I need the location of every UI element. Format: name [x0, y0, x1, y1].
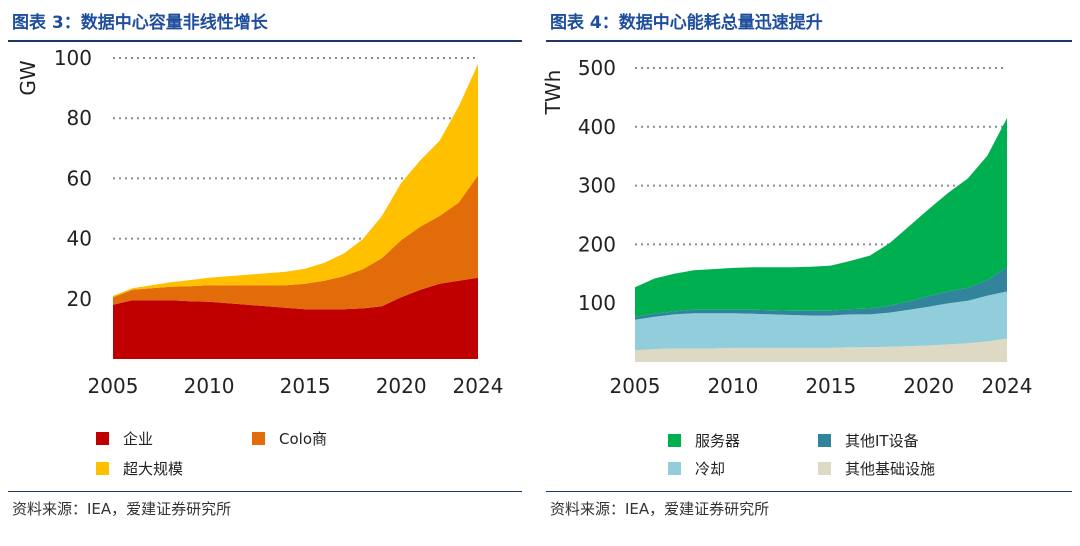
source-note: 资料来源：IEA，爱建证券研究所 [12, 500, 232, 518]
x-tick-label: 2024 [982, 374, 1033, 398]
y-tick-label: 40 [67, 227, 92, 251]
energy-area-chart: 100 200 300 400 500 2005 2010 2015 2020 2024 TWh [541, 56, 1033, 398]
area-series [113, 175, 478, 310]
legend-item-other-infra: 其他基础设施 [818, 458, 935, 479]
legend-swatch [252, 432, 265, 445]
x-tick-label: 2005 [88, 374, 139, 398]
x-tick-label: 2010 [184, 374, 235, 398]
x-tick-label: 2024 [453, 374, 504, 398]
source-rule [546, 491, 1072, 492]
legend-swatch [96, 462, 109, 475]
x-tick-label: 2020 [376, 374, 427, 398]
legend-label: 其他IT设备 [845, 432, 919, 450]
legend-label: 企业 [123, 430, 154, 448]
y-tick-label: 100 [578, 291, 616, 315]
title-rule [546, 40, 1072, 42]
title-rule [8, 40, 522, 42]
legend-item-cooling: 冷却 [668, 458, 725, 479]
legend-swatch [668, 462, 681, 475]
x-tick-label: 2005 [610, 374, 661, 398]
legend-swatch [818, 462, 831, 475]
y-axis-label: TWh [541, 70, 565, 116]
source-note: 资料来源：IEA，爱建证券研究所 [550, 500, 770, 518]
legend-swatch [668, 434, 681, 447]
x-tick-label: 2015 [805, 374, 856, 398]
source-rule [8, 491, 522, 492]
legend-item-servers: 服务器 [668, 430, 740, 451]
y-tick-label: 100 [54, 46, 92, 70]
legend-item-enterprise: 企业 [96, 428, 153, 449]
chart-panel-energy: 图表 4：数据中心能耗总量迅速提升 100 200 300 400 500 2005 201… [538, 0, 1080, 546]
area-series [635, 291, 1007, 351]
legend-swatch [818, 434, 831, 447]
area-series [113, 277, 478, 359]
legend-label: 其他基础设施 [845, 460, 936, 478]
y-tick-label: 60 [67, 166, 92, 190]
area-series [635, 338, 1007, 362]
area-series [113, 64, 478, 298]
area-series [635, 266, 1007, 320]
y-tick-label: 20 [67, 287, 92, 311]
chart-panel-capacity: 图表 3：数据中心容量非线性增长 20 40 60 80 100 2005 2010 2015… [0, 0, 530, 546]
x-tick-label: 2015 [280, 374, 331, 398]
legend-label: 服务器 [695, 432, 741, 450]
legend-item-other-it: 其他IT设备 [818, 430, 919, 451]
legend-label: 超大规模 [123, 460, 184, 478]
y-tick-label: 200 [578, 232, 616, 256]
y-tick-label: 400 [578, 115, 616, 139]
legend-label: Colo商 [279, 430, 327, 448]
legend-item-hyperscale: 超大规模 [96, 458, 183, 479]
y-tick-label: 300 [578, 174, 616, 198]
y-tick-label: 500 [578, 56, 616, 80]
x-tick-label: 2020 [903, 374, 954, 398]
capacity-area-chart: 20 40 60 80 100 2005 2010 2015 2020 2024 GW [16, 46, 504, 398]
x-tick-label: 2010 [707, 374, 758, 398]
y-axis-label: GW [16, 60, 40, 95]
legend-swatch [96, 432, 109, 445]
area-series [635, 118, 1007, 317]
chart-title: 图表 3：数据中心容量非线性增长 [12, 13, 268, 33]
y-tick-label: 80 [67, 106, 92, 130]
legend-item-colo: Colo商 [252, 428, 327, 449]
legend-label: 冷却 [695, 460, 726, 478]
chart-title: 图表 4：数据中心能耗总量迅速提升 [550, 13, 823, 33]
